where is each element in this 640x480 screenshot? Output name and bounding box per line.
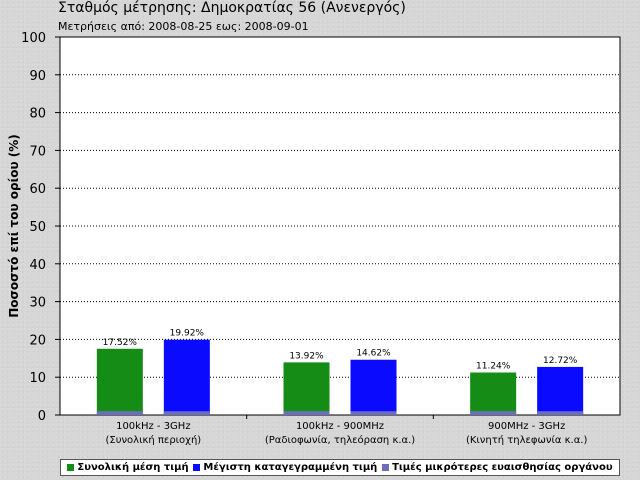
- y-tick-label: 0: [38, 409, 46, 424]
- bar-sensitivity: [537, 411, 584, 415]
- data-label: 11.24%: [476, 362, 511, 372]
- legend-item-mean: Συνολική μέση τιμή: [67, 462, 189, 473]
- y-tick-label: 40: [29, 258, 46, 273]
- x-axis-ticks: 100kHz - 3GHz (Συνολική περιοχή) 100kHz - …: [105, 415, 587, 446]
- bar-mean: [283, 362, 330, 415]
- legend-label-mean: Συνολική μέση τιμή: [77, 462, 189, 473]
- y-tick-label: 60: [29, 182, 46, 197]
- grid-lines: [60, 74, 620, 378]
- page-title: Σταθμός μέτρησης: Δημοκρατίας 56 (Ανενερ…: [58, 0, 406, 16]
- legend: Συνολική μέση τιμή Μέγιστη καταγεγραμμέν…: [60, 459, 620, 476]
- data-label: 13.92%: [289, 351, 324, 361]
- y-tick-label: 100: [21, 31, 46, 46]
- y-axis-label: Ποσοστό επί του ορίου (%): [7, 134, 21, 318]
- y-tick-label: 90: [29, 69, 46, 84]
- legend-item-sensitivity: Τιμές μικρότερες ευαισθησίας οργάνου: [382, 462, 613, 473]
- y-tick-label: 20: [29, 333, 46, 348]
- bar-sensitivity: [163, 411, 210, 415]
- legend-item-max: Μέγιστη καταγεγραμμένη τιμή: [193, 462, 377, 473]
- data-label: 12.72%: [543, 356, 578, 366]
- bar-max: [350, 359, 397, 415]
- y-tick-label: 30: [29, 296, 46, 311]
- y-tick-label: 50: [29, 220, 46, 235]
- bar-max: [163, 339, 210, 415]
- bar-chart: 0 10 20 30 40 50 60 70 80 90 100 17.52% 19.92% 13.92…: [7, 31, 621, 446]
- bar-max: [537, 366, 584, 415]
- legend-label-max: Μέγιστη καταγεγραμμένη τιμή: [203, 462, 378, 473]
- measurement-period: Μετρήσεις από: 2008-08-25 εως: 2008-09-0…: [58, 20, 309, 33]
- legend-swatch-sensitivity: [382, 464, 390, 471]
- x-tick-sublabel: (Ραδιοφωνία, τηλεόραση κ.α.): [265, 434, 415, 446]
- x-tick-sublabel: (Κινητή τηλεφωνία κ.α.): [466, 434, 588, 446]
- legend-label-sensitivity: Τιμές μικρότερες ευαισθησίας οργάνου: [392, 462, 613, 473]
- bar-mean: [96, 348, 143, 415]
- bar-mean: [470, 372, 517, 415]
- data-label: 19.92%: [170, 329, 205, 339]
- data-label: 14.62%: [356, 349, 391, 359]
- x-tick-label: 100kHz - 3GHz: [116, 421, 191, 432]
- data-label: 17.52%: [103, 338, 138, 348]
- bar-sensitivity: [96, 411, 143, 415]
- y-tick-label: 70: [29, 144, 46, 159]
- x-tick-label: 900MHz - 3GHz: [488, 421, 565, 432]
- x-tick-sublabel: (Συνολική περιοχή): [105, 434, 201, 446]
- bar-sensitivity: [350, 411, 397, 415]
- y-axis-ticks: 0 10 20 30 40 50 60 70 80 90 100: [21, 31, 60, 424]
- bar-sensitivity: [470, 411, 517, 415]
- legend-swatch-mean: [67, 464, 75, 471]
- bar-sensitivity: [283, 411, 330, 415]
- legend-swatch-max: [193, 464, 201, 471]
- bars: 17.52% 19.92% 13.92% 14.62% 11.24% 12.72%: [96, 329, 584, 415]
- y-tick-label: 10: [29, 371, 46, 386]
- x-tick-label: 100kHz - 900MHz: [296, 421, 384, 432]
- y-tick-label: 80: [29, 107, 46, 122]
